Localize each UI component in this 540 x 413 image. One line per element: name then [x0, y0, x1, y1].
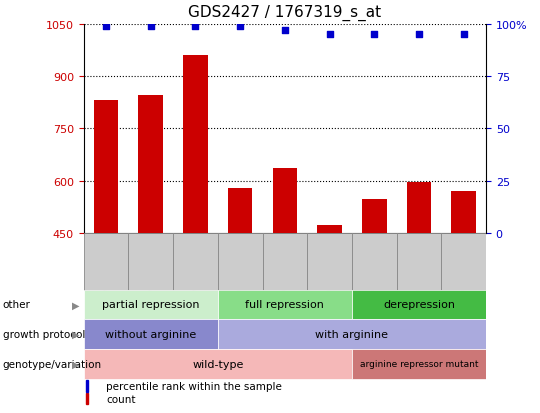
Bar	[183, 56, 208, 233]
Bar	[273, 169, 297, 233]
Text: ▶: ▶	[72, 300, 80, 310]
Bar	[138, 96, 163, 233]
FancyBboxPatch shape	[441, 233, 486, 290]
FancyBboxPatch shape	[84, 349, 352, 379]
Point	[191, 24, 200, 30]
Text: full repression: full repression	[245, 300, 325, 310]
Text: ▶: ▶	[72, 359, 80, 369]
Text: count: count	[106, 394, 136, 404]
Text: arginine repressor mutant: arginine repressor mutant	[360, 360, 478, 368]
Bar	[228, 188, 252, 233]
Point	[102, 24, 110, 30]
Text: growth protocol: growth protocol	[3, 330, 85, 339]
FancyBboxPatch shape	[218, 320, 486, 349]
Point	[281, 28, 289, 34]
FancyBboxPatch shape	[84, 233, 129, 290]
Point	[415, 32, 423, 38]
Text: other: other	[3, 300, 31, 310]
Title: GDS2427 / 1767319_s_at: GDS2427 / 1767319_s_at	[188, 5, 381, 21]
FancyBboxPatch shape	[396, 233, 441, 290]
Bar	[407, 183, 431, 233]
Text: genotype/variation: genotype/variation	[3, 359, 102, 369]
Point	[236, 24, 245, 30]
Text: without arginine: without arginine	[105, 330, 197, 339]
Point	[146, 24, 155, 30]
Bar	[86, 393, 88, 404]
FancyBboxPatch shape	[218, 290, 352, 320]
FancyBboxPatch shape	[307, 233, 352, 290]
Bar	[362, 199, 387, 233]
Bar	[86, 380, 88, 392]
Text: with arginine: with arginine	[315, 330, 388, 339]
FancyBboxPatch shape	[262, 233, 307, 290]
FancyBboxPatch shape	[352, 290, 486, 320]
FancyBboxPatch shape	[84, 290, 218, 320]
Text: wild-type: wild-type	[192, 359, 244, 369]
Text: derepression: derepression	[383, 300, 455, 310]
FancyBboxPatch shape	[173, 233, 218, 290]
Text: ▶: ▶	[72, 330, 80, 339]
Bar	[451, 192, 476, 233]
FancyBboxPatch shape	[84, 320, 218, 349]
Bar	[318, 225, 342, 233]
Text: percentile rank within the sample: percentile rank within the sample	[106, 381, 282, 391]
Text: partial repression: partial repression	[102, 300, 199, 310]
Point	[460, 32, 468, 38]
Point	[325, 32, 334, 38]
FancyBboxPatch shape	[218, 233, 262, 290]
FancyBboxPatch shape	[352, 349, 486, 379]
Bar	[94, 101, 118, 233]
FancyBboxPatch shape	[352, 233, 396, 290]
FancyBboxPatch shape	[129, 233, 173, 290]
Point	[370, 32, 379, 38]
